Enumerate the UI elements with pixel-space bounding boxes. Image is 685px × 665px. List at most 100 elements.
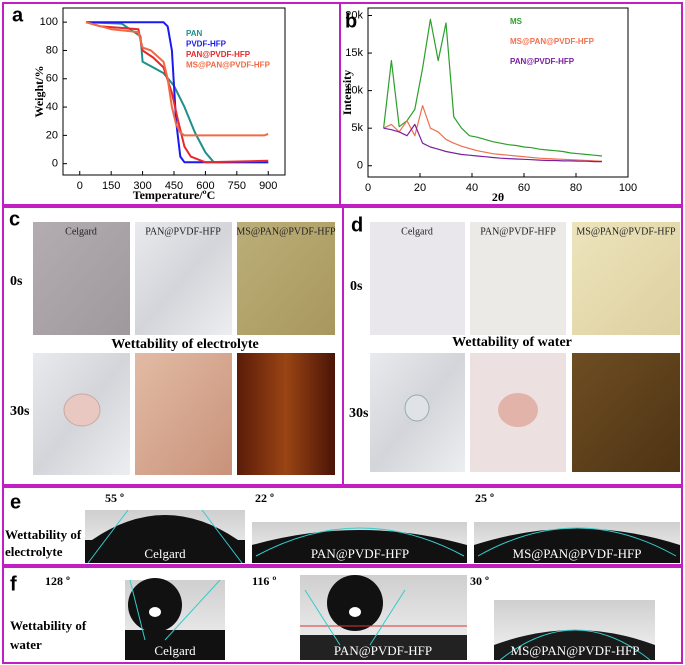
legend-entry: PAN@PVDF-HFP — [186, 50, 251, 59]
column-label: PAN@PVDF-HFP — [145, 226, 221, 237]
legend-entry: PVDF-HFP — [186, 40, 227, 49]
highlight — [349, 607, 361, 617]
x-tick-label: 300 — [133, 180, 151, 192]
y-tick-label: 60 — [46, 73, 58, 85]
row-label: 30s — [10, 404, 30, 419]
charts: 0 150 300 450 600 750 900020406080100Temperatu… — [12, 4, 637, 203]
column-label: PAN@PVDF-HFP — [480, 226, 556, 237]
tangent-line — [304, 589, 341, 646]
panel-frame — [2, 2, 683, 206]
x-axis-label: 2θ — [492, 190, 504, 204]
droplet — [252, 530, 467, 563]
series-line — [383, 123, 602, 163]
panel-frame — [342, 206, 683, 486]
x-tick-label: 150 — [102, 180, 120, 192]
photo — [33, 222, 130, 335]
droplet — [404, 394, 430, 422]
column-label: MS@PAN@PVDF-HFP — [576, 226, 676, 237]
row-label: 30s — [349, 406, 369, 421]
fit-curve — [477, 527, 677, 557]
column-label: Celgard — [401, 226, 433, 237]
photo — [470, 222, 566, 335]
y-tick-label: 10k — [345, 85, 363, 97]
substrate — [300, 635, 467, 660]
photo — [237, 222, 335, 335]
side-label: Wettability of — [5, 527, 82, 542]
legend-entry: MS — [510, 17, 523, 26]
column-label: Celgard — [65, 226, 97, 237]
angle-label: 22 º — [255, 491, 274, 505]
sample-label: PAN@PVDF-HFP — [311, 546, 409, 561]
photo — [572, 353, 680, 472]
y-axis-label: Intensity — [340, 70, 354, 115]
x-tick-label: 0 — [77, 180, 83, 192]
y-tick-label: 20 — [46, 129, 58, 141]
tangent-line — [201, 509, 243, 564]
plot-frame — [367, 7, 629, 178]
tangent-line — [87, 509, 129, 564]
legend-entry: MS@PAN@PVDF-HFP — [510, 37, 595, 46]
series-line — [383, 18, 603, 157]
photo — [237, 353, 335, 475]
x-tick-label: 60 — [518, 182, 530, 194]
x-tick-label: 40 — [466, 182, 478, 194]
panel-label: d — [351, 214, 363, 236]
column-label: MS@PAN@PVDF-HFP — [236, 226, 336, 237]
droplet — [474, 528, 680, 563]
panel-label: e — [10, 491, 21, 513]
series-line — [85, 21, 269, 164]
row-label: 0s — [10, 274, 23, 289]
y-tick-label: 0 — [52, 158, 58, 170]
angle-label: 128 º — [45, 574, 70, 588]
caption: Wettability of electrolyte — [111, 337, 258, 352]
panel-frame — [2, 486, 683, 566]
photo — [135, 222, 232, 335]
y-axis-label: Weight/% — [32, 65, 46, 117]
sample-label: Celgard — [154, 643, 196, 658]
side-label: water — [10, 637, 42, 652]
angle-label: 25 º — [475, 491, 494, 505]
x-tick-label: 450 — [165, 180, 183, 192]
panel-label: c — [9, 208, 20, 230]
tangent-line — [164, 579, 221, 641]
angle-label: 30 º — [470, 574, 489, 588]
droplet — [63, 393, 101, 427]
legend-entry: PAN@PVDF-HFP — [510, 57, 575, 66]
y-tick-label: 40 — [46, 101, 58, 113]
y-tick-label: 15k — [345, 47, 363, 59]
x-tick-label: 600 — [196, 180, 214, 192]
droplet — [498, 393, 538, 427]
panel-label: a — [12, 4, 24, 26]
side-label: electrolyte — [5, 544, 63, 559]
x-tick-label: 20 — [414, 182, 426, 194]
y-tick-label: 0 — [357, 160, 363, 172]
y-tick-label: 100 — [40, 16, 58, 28]
sample-label: MS@PAN@PVDF-HFP — [511, 643, 640, 658]
angle-label: 55 º — [105, 491, 124, 505]
sample-label: MS@PAN@PVDF-HFP — [513, 546, 642, 561]
fit-curve — [499, 629, 651, 661]
row-label: 0s — [350, 279, 363, 294]
panel-label: f — [10, 573, 17, 595]
series-line — [85, 21, 269, 137]
tangent-line — [369, 589, 406, 646]
legend-entry: PAN — [186, 29, 203, 38]
sample-label: Celgard — [144, 546, 186, 561]
x-tick-label: 900 — [259, 180, 277, 192]
substrate — [125, 630, 225, 660]
y-tick-label: 5k — [351, 122, 363, 134]
droplet — [128, 578, 182, 632]
photo — [135, 353, 232, 475]
tangent-line — [129, 579, 146, 641]
panel-label: b — [345, 10, 357, 32]
droplet — [494, 630, 655, 660]
x-tick-label: 0 — [365, 182, 371, 194]
highlight — [149, 607, 161, 617]
photo — [572, 222, 680, 335]
sample-label: PAN@PVDF-HFP — [334, 643, 432, 658]
panel-frame — [2, 566, 683, 664]
angle-label: 116 º — [252, 574, 276, 588]
caption: Wettability of water — [452, 335, 572, 350]
